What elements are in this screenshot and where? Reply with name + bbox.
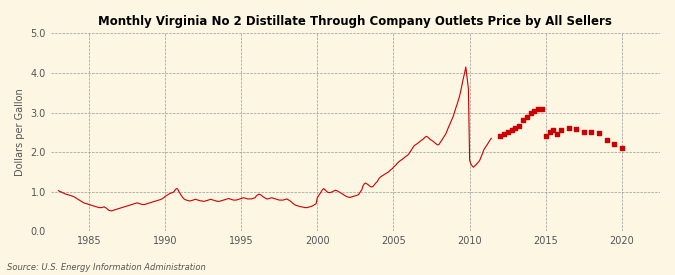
Point <box>551 132 562 137</box>
Point <box>537 106 547 111</box>
Text: Source: U.S. Energy Information Administration: Source: U.S. Energy Information Administ… <box>7 263 205 272</box>
Point <box>502 130 513 134</box>
Point <box>514 124 524 129</box>
Point <box>601 138 612 142</box>
Point <box>578 129 589 134</box>
Title: Monthly Virginia No 2 Distillate Through Company Outlets Price by All Sellers: Monthly Virginia No 2 Distillate Through… <box>99 15 612 28</box>
Point <box>544 130 555 134</box>
Point <box>556 128 566 133</box>
Point <box>609 142 620 147</box>
Point <box>548 128 559 133</box>
Point <box>521 114 532 119</box>
Point <box>571 127 582 131</box>
Point <box>533 107 543 112</box>
Point <box>563 126 574 131</box>
Point <box>518 118 529 123</box>
Point <box>616 146 627 150</box>
Point <box>541 134 551 139</box>
Point <box>525 110 536 115</box>
Point <box>594 131 605 135</box>
Point <box>499 132 510 137</box>
Point <box>529 108 540 113</box>
Point <box>506 128 517 133</box>
Point <box>586 130 597 134</box>
Point <box>495 134 506 139</box>
Y-axis label: Dollars per Gallon: Dollars per Gallon <box>15 89 25 176</box>
Point <box>510 126 520 131</box>
